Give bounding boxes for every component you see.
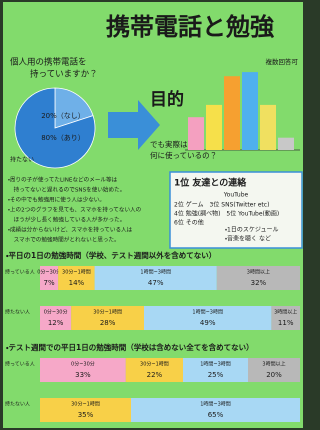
ranking-line: ・1日のスケジュール [225, 227, 278, 234]
segment-label: 30分~1時間 [62, 269, 91, 276]
ranking-line: 4位 勉強(調べ物) 5位 YouTube(動画) [174, 210, 279, 218]
segment-label: 3時間以上 [274, 309, 297, 316]
segment-label: 0分~30分 [71, 361, 95, 368]
segment-value: 65% [208, 411, 224, 419]
segment-label: 30分~1時間 [140, 361, 169, 368]
segment-value: 49% [200, 319, 216, 327]
segment-label: 1時間~3時間 [200, 362, 231, 368]
segment-value: 32% [251, 279, 267, 287]
bar [224, 76, 240, 150]
segment-value: 14% [69, 279, 85, 287]
note-line: ・周りの子が使ってたLINEなどのメール等は [8, 176, 118, 184]
segment-value: 28% [100, 319, 116, 327]
segment-value: 11% [278, 319, 294, 327]
page: 携帯電話と勉強個人用の携帯電話を持っていますか？ 20%（なし） 80%（あり） 持た… [0, 0, 306, 430]
group-label: 持たない人 [5, 401, 30, 408]
group-label: 持っている人 [5, 361, 35, 368]
bar [206, 105, 222, 150]
note-line: ・その中でも勉強用に使う人は少ない。 [8, 196, 105, 204]
note-line: スマホでの勉強時間がとれないと思った。 [8, 236, 120, 244]
note: 持たない [10, 156, 34, 164]
segment-label: 1時間~3時間 [200, 402, 231, 408]
segment-label: 0分~30分 [37, 269, 61, 276]
segment-value: 22% [147, 371, 163, 379]
segment-value: 47% [148, 279, 164, 287]
note-line: ・上の2つのグラフを見ても、スマホを持ってない人の [8, 206, 142, 214]
segment-label: 3時間以上 [247, 269, 270, 276]
group-label: 持っている人 [5, 269, 35, 276]
note-line: ほうが少し長く勉強している人が多かった。 [8, 216, 125, 224]
title: 携帯電話と勉強 [106, 13, 275, 41]
segment-label: 0分~30分 [44, 309, 68, 316]
segment-label: 1時間~3時間 [140, 270, 171, 276]
ranking-line: 1位 友達との連絡 [174, 177, 247, 189]
note-line: 持ってないと遅れるのでSNSを使い始めた。 [8, 186, 125, 194]
segment-value: 35% [78, 411, 94, 419]
caption: 何に使っているの？ [150, 150, 217, 160]
question: 持っていますか？ [30, 69, 98, 80]
ranking-line: 2位 ゲーム 3位 SNS(Twitter etc) [174, 201, 269, 209]
pie-label: 20%（なし） [41, 112, 85, 120]
segment-label: 30分~1時間 [71, 401, 100, 408]
group-label: 持たない人 [5, 309, 30, 316]
note-line: ・成績は分からないけど、スマホを持っている人は [8, 226, 133, 234]
ranking-line: 6位 その他 [174, 219, 204, 227]
bar [242, 72, 258, 150]
segment-label: 3時間以上 [262, 361, 285, 368]
question: 個人用の携帯電話を [10, 57, 87, 68]
segment-value: 25% [208, 371, 224, 379]
remark: 複数回答可 [266, 57, 299, 66]
segment-value: 20% [266, 371, 282, 379]
bar [260, 105, 276, 150]
segment-label: 1時間~3時間 [192, 310, 223, 316]
bar [188, 117, 204, 150]
segment-label: 30分~1時間 [93, 309, 122, 316]
segment-value: 33% [75, 371, 91, 379]
segment-value: 7% [44, 279, 55, 287]
section-heading: ・テスト週間での平日1日の勉強時間（学校は含めない全てを含めてない） [6, 342, 254, 352]
section-heading: ・平日の1日の勉強時間（学校、テスト週間以外を含めてない） [6, 250, 216, 260]
ranking-line: YouTube [223, 192, 249, 199]
pie-label: 80%（あり） [41, 134, 85, 142]
bar [278, 138, 294, 150]
ranking-line: ・音楽を聴く など [225, 235, 271, 243]
heading: 目的 [150, 89, 184, 110]
segment-value: 12% [48, 319, 64, 327]
